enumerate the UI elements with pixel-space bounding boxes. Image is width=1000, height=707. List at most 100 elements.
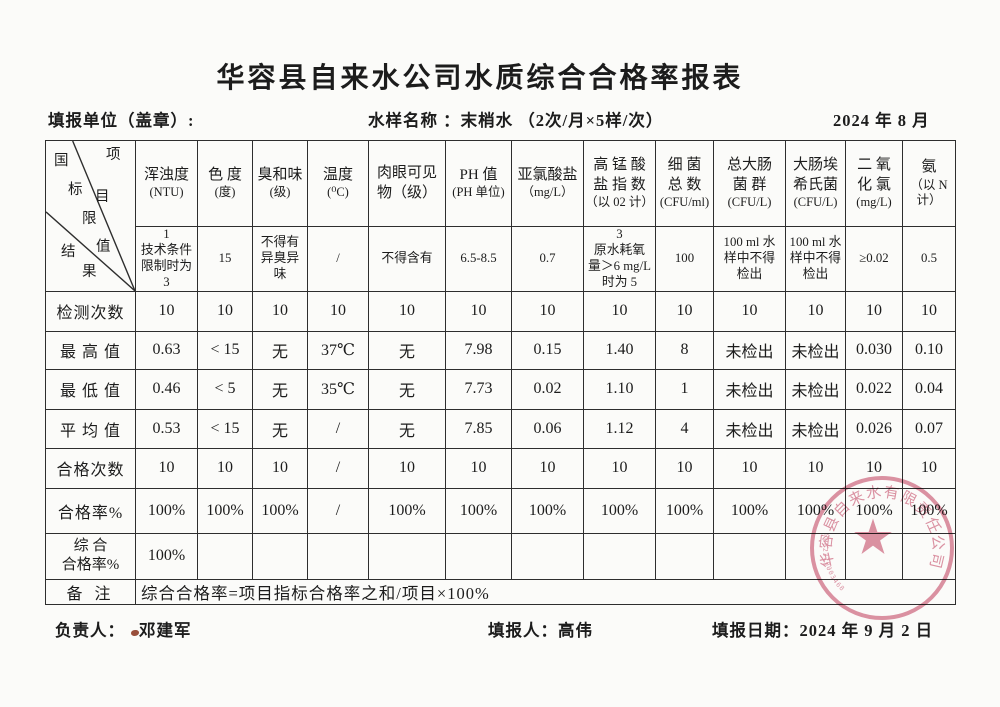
- data-cell: 0.10: [902, 330, 956, 370]
- column-unit: (CFU/ml): [659, 195, 710, 210]
- table-row-avg: 平 均 值 0.53 < 15 无 / 无 7.85 0.06 1.12 4 未检出 未检出 0.026…: [45, 408, 956, 449]
- data-cell: 10: [845, 447, 903, 489]
- filler-label: 填报人：: [488, 621, 558, 640]
- corner-char: 值: [96, 239, 111, 255]
- column-name: 氨: [921, 159, 937, 176]
- limit-cell-10: 100 ml 水 样中不得 检出: [713, 226, 786, 292]
- empty-cell: [902, 532, 956, 580]
- column-header-8: 高 锰 酸 盐 指 数 （以 02 计）: [583, 140, 656, 227]
- data-cell: 7.73: [445, 368, 512, 410]
- column-name: 总大肠 菌 群: [726, 157, 772, 193]
- remark-text: 综合合格率=项目指标合格率之和/项目×100%: [135, 578, 956, 605]
- empty-cell: [197, 532, 253, 580]
- column-name: 亚氯酸盐: [517, 166, 578, 183]
- table-row-pass: 合格次数 10 10 10/10 10 10 10 10 10 10 10 10: [45, 447, 956, 489]
- data-cell: 10: [713, 290, 786, 332]
- data-cell: 0.15: [511, 330, 584, 370]
- corner-char: 项: [106, 147, 121, 163]
- column-name: 温度: [322, 166, 353, 183]
- data-cell: 10: [583, 447, 656, 489]
- limit-cell-12: ≥0.02: [845, 226, 903, 292]
- data-cell: 10: [902, 290, 956, 332]
- data-cell: 10: [845, 290, 903, 332]
- data-cell: 无: [368, 408, 446, 449]
- limit-cell-13: 0.5: [902, 226, 956, 292]
- data-cell: 7.85: [445, 408, 512, 449]
- column-name: 浑浊度: [143, 166, 189, 183]
- data-cell: 10: [135, 290, 198, 332]
- sample-name-label: 水样名称 ：末梢水 （2次/月×5样/次）: [368, 111, 664, 130]
- data-cell: 10: [785, 290, 846, 332]
- limit-cell-7: 0.7: [511, 226, 584, 292]
- data-cell: 100%: [713, 487, 786, 534]
- data-cell: 100%: [252, 487, 308, 534]
- data-cell: 100%: [197, 487, 253, 534]
- data-cell: 未检出: [785, 368, 846, 410]
- data-cell: 10: [252, 447, 308, 489]
- composite-rate-value: 100%: [135, 532, 198, 580]
- empty-cell: [307, 532, 369, 580]
- limit-cell-11: 100 ml 水 样中不得 检出: [785, 226, 846, 292]
- data-cell: 10: [655, 290, 714, 332]
- column-unit: (CFU/L): [727, 195, 772, 210]
- data-cell: < 15: [197, 408, 253, 449]
- column-header-3: 臭和味 (级): [252, 140, 308, 227]
- limit-cell-1: 1 技术条件 限制时为 3: [135, 226, 198, 292]
- table-row-rate: 合格率% 100% 100% 100%/100% 100% 100% 100% 100% 100…: [45, 487, 956, 534]
- limit-cell-5: 不得含有: [368, 226, 446, 292]
- data-cell: 0.07: [902, 408, 956, 449]
- water-quality-table: 项目 国标限值 结果 浑浊度 (NTU) 色 度 (度) 臭和味 (级) 温度 (⁰C) 肉眼可见 …: [45, 140, 956, 605]
- column-unit: (PH 单位): [452, 185, 505, 200]
- data-cell: 100%: [135, 487, 198, 534]
- data-cell: 10: [197, 290, 253, 332]
- column-header-1: 浑浊度 (NTU): [135, 140, 198, 227]
- data-cell: 10: [655, 447, 714, 489]
- column-header-5: 肉眼可见 物（级）: [368, 140, 446, 227]
- corner-char: 标: [68, 182, 83, 198]
- data-cell: 10: [368, 290, 446, 332]
- data-cell: < 5: [197, 368, 253, 410]
- column-unit: (级): [269, 185, 291, 200]
- data-cell: 未检出: [785, 408, 846, 449]
- report-period: 2024 年 8 月: [833, 111, 930, 130]
- empty-cell: [845, 532, 903, 580]
- limit-cell-2: 15: [197, 226, 253, 292]
- data-cell: 10: [583, 290, 656, 332]
- table-row-remark: 备 注 综合合格率=项目指标合格率之和/项目×100%: [45, 578, 956, 605]
- data-cell: /: [307, 487, 369, 534]
- data-cell: 10: [135, 447, 198, 489]
- corner-char: 目: [95, 189, 110, 205]
- row-label: 合格率%: [45, 487, 136, 534]
- column-unit: (NTU): [149, 185, 184, 200]
- data-cell: 1.40: [583, 330, 656, 370]
- corner-char: 国: [54, 153, 69, 169]
- column-unit: （以 N 计）: [910, 177, 948, 208]
- data-cell: 0.46: [135, 368, 198, 410]
- table-header-row: 项目 国标限值 结果 浑浊度 (NTU) 色 度 (度) 臭和味 (级) 温度 (⁰C) 肉眼可见 …: [45, 140, 956, 292]
- data-cell: 100%: [845, 487, 903, 534]
- data-cell: 0.02: [511, 368, 584, 410]
- data-cell: 无: [252, 330, 308, 370]
- row-label-composite: 综 合 合格率%: [45, 532, 136, 580]
- data-cell: 10: [511, 290, 584, 332]
- column-header-9: 细 菌 总 数 (CFU/ml): [655, 140, 714, 227]
- data-cell: 0.04: [902, 368, 956, 410]
- corner-char: 结: [61, 244, 76, 260]
- data-cell: 无: [368, 330, 446, 370]
- data-cell: 35℃: [307, 368, 369, 410]
- data-cell: 0.022: [845, 368, 903, 410]
- data-cell: 无: [368, 368, 446, 410]
- empty-cell: [655, 532, 714, 580]
- data-cell: 10: [785, 447, 846, 489]
- column-header-7: 亚氯酸盐 （mg/L）: [511, 140, 584, 227]
- row-label-remark: 备 注: [45, 578, 136, 605]
- column-unit: (mg/L): [856, 195, 892, 210]
- responsible-name: 邓建军: [139, 621, 192, 640]
- column-unit: （mg/L）: [521, 185, 574, 200]
- data-cell: 10: [368, 447, 446, 489]
- column-name: 高 锰 酸 盐 指 数: [593, 157, 646, 193]
- column-header-12: 二 氧 化 氯 (mg/L): [845, 140, 903, 227]
- table-row-min: 最 低 值 0.46 < 5 无 35℃ 无 7.73 0.02 1.10 1 未检出 未检出 0.02…: [45, 368, 956, 410]
- column-unit: (⁰C): [327, 185, 349, 200]
